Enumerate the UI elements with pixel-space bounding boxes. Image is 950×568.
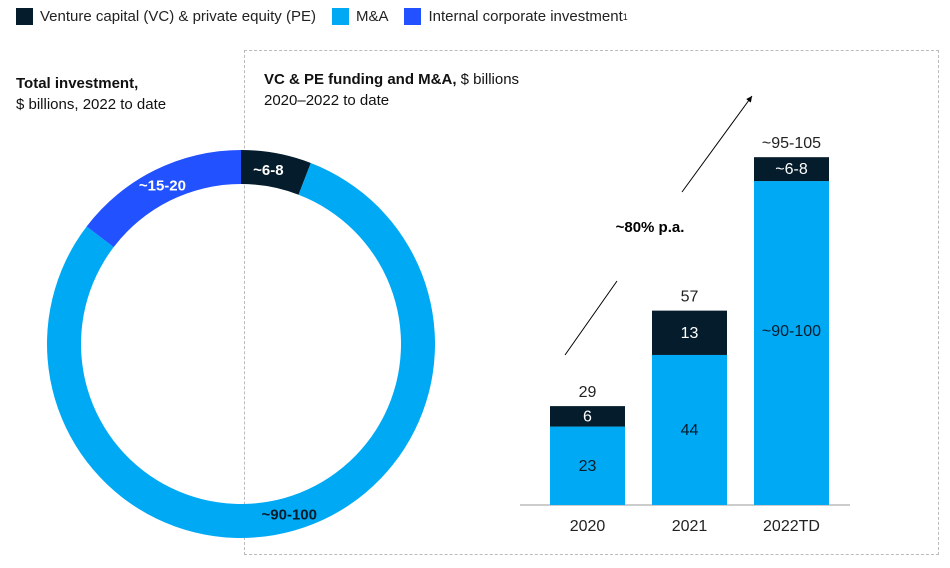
donut-chart: ~6-8 ~90-100 ~15-20 <box>46 150 435 538</box>
donut-slice-label: ~15-20 <box>139 177 186 194</box>
x-tick-label: 2022TD <box>763 518 820 535</box>
bar-segment <box>550 426 625 505</box>
legend-swatch <box>16 8 33 25</box>
x-tick-label: 2021 <box>672 518 708 535</box>
bar-panel-border <box>244 50 939 555</box>
donut-slice <box>86 150 241 248</box>
x-tick-label: 2020 <box>570 518 606 535</box>
bar-segment <box>652 310 727 355</box>
bar-segment <box>652 354 727 505</box>
bar-segment <box>550 406 625 427</box>
legend-swatch <box>331 8 349 25</box>
bar-value-label: 6 <box>583 408 592 425</box>
bar-total-label: 57 <box>681 289 699 306</box>
bar-value-label: 23 <box>579 458 597 475</box>
bar-segment <box>754 157 829 182</box>
bar-title-units: $ billions <box>460 71 520 88</box>
legend-label: Venture capital (VC) & private equity (P… <box>40 8 316 25</box>
growth-arrow-head <box>681 95 753 193</box>
bar-title-main: VC & PE funding and M&A, <box>264 71 457 88</box>
legend-item-vc-pe: Venture capital (VC) & private equity (P… <box>16 8 316 25</box>
legend-swatch <box>404 8 422 25</box>
donut-subtitle: $ billions, 2022 to date <box>16 96 167 113</box>
growth-annotation: ~80% p.a. <box>616 219 685 236</box>
bar-total-label: 29 <box>579 384 597 401</box>
bar-value-label: ~6-8 <box>775 161 808 178</box>
legend-item-internal: Internal corporate investment 1 <box>404 8 628 25</box>
bar-subtitle: 2020–2022 to date <box>264 92 390 109</box>
legend-item-ma: M&A <box>331 8 389 25</box>
growth-arrow-tail <box>564 280 618 356</box>
bar-chart: 23 6 29 2020 44 13 57 2021 ~90-100 ~6-8 ~95-105 202… <box>520 135 850 535</box>
donut-title: Total investment, $ billions, 2022 to da… <box>16 73 166 115</box>
footnote-marker: 1 <box>622 11 628 22</box>
donut-slice-label: ~90-100 <box>262 506 317 523</box>
legend-label: M&A <box>355 8 389 25</box>
bar-segment <box>754 181 829 506</box>
bar-value-label: ~90-100 <box>762 323 821 340</box>
donut-slice <box>241 150 311 195</box>
legend-label: Internal corporate investment <box>428 8 623 25</box>
bar-value-label: 13 <box>681 325 699 342</box>
bar-total-label: ~95-105 <box>762 135 821 152</box>
bar-title: VC & PE funding and M&A, $ billions 2020… <box>264 69 519 111</box>
donut-slice-label: ~6-8 <box>253 162 283 179</box>
legend: Venture capital (VC) & private equity (P… <box>16 8 644 25</box>
bar-value-label: 44 <box>681 422 699 439</box>
donut-title-main: Total investment, <box>16 75 139 92</box>
